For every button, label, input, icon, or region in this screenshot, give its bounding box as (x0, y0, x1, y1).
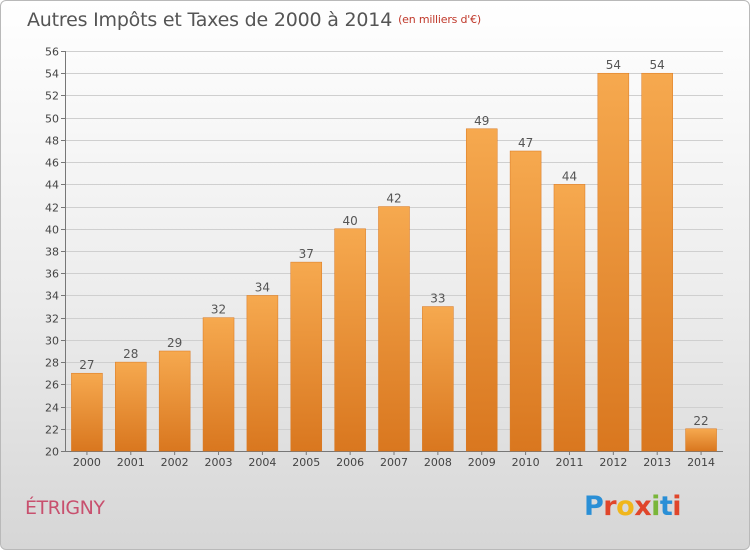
y-tick-label: 48 (45, 135, 59, 148)
data-label: 47 (518, 136, 533, 150)
y-tick-label: 30 (45, 335, 59, 348)
y-tick-label: 42 (45, 202, 59, 215)
data-label: 27 (79, 358, 94, 372)
data-label: 34 (255, 280, 270, 294)
x-tick-label: 2000 (73, 456, 101, 469)
bar (246, 295, 279, 452)
bar (685, 428, 717, 452)
y-tick-label: 20 (45, 446, 59, 459)
bar (158, 350, 191, 452)
chart-subtitle: (en milliers d'€) (398, 13, 481, 26)
x-tick-label: 2005 (292, 456, 320, 469)
data-label: 54 (606, 58, 621, 72)
logo-letter: x (634, 491, 652, 522)
x-tick-label: 2009 (468, 456, 496, 469)
data-label: 49 (474, 114, 489, 128)
data-label: 44 (562, 169, 577, 183)
bar (290, 261, 323, 452)
title-text: Autres Impôts et Taxes de 2000 à 2014 (27, 9, 393, 31)
logo-letter: P (584, 491, 604, 522)
data-label: 29 (167, 336, 182, 350)
bar (378, 206, 410, 452)
proxiti-logo[interactable]: Proxiti (584, 491, 682, 522)
data-label: 32 (211, 303, 226, 317)
logo-letter: r (603, 491, 617, 522)
bar (509, 150, 542, 452)
bar (641, 72, 673, 452)
logo-letter: i (672, 491, 682, 522)
x-tick-label: 2007 (380, 456, 408, 469)
axes: 20 22 24 26 28 30 32 34 36 38 40 42 44 46 48 50 52 54 56 20… (45, 46, 723, 469)
x-tick-label: 2004 (248, 456, 276, 469)
data-label: 40 (342, 214, 357, 228)
x-tick-label: 2013 (643, 456, 671, 469)
bar (597, 72, 630, 452)
bar (115, 361, 147, 452)
y-tick-label: 24 (45, 402, 59, 415)
x-tick-label: 2008 (424, 456, 452, 469)
bar (71, 372, 103, 452)
data-label: 28 (123, 347, 138, 361)
data-labels: 27 28 29 32 34 37 40 42 33 49 47 44 54 54 22 (79, 58, 708, 428)
x-tick-label: 2002 (161, 456, 189, 469)
data-label: 37 (299, 247, 314, 261)
y-tick-label: 46 (45, 157, 59, 170)
data-label: 42 (386, 192, 401, 206)
x-tick-label: 2003 (205, 456, 233, 469)
data-label: 22 (693, 414, 708, 428)
x-tick-label: 2001 (117, 456, 145, 469)
bar (334, 228, 366, 452)
x-tick-label: 2006 (336, 456, 364, 469)
y-tick-label: 28 (45, 357, 59, 370)
logo-letter: t (659, 491, 673, 522)
y-tick-label: 52 (45, 90, 59, 103)
y-tick-label: 32 (45, 313, 59, 326)
bar (553, 184, 586, 452)
x-tick-label: 2014 (687, 456, 715, 469)
y-tick-label: 44 (45, 179, 59, 192)
y-tick-label: 40 (45, 224, 59, 237)
y-tick-label: 54 (45, 68, 59, 81)
logo-letter: i (651, 491, 660, 522)
y-tick-label: 50 (45, 113, 59, 126)
x-tick-label: 2011 (555, 456, 583, 469)
x-tick-label: 2010 (512, 456, 540, 469)
y-tick-label: 22 (45, 424, 59, 437)
logo-letter: o (616, 491, 635, 522)
chart-title: Autres Impôts et Taxes de 2000 à 2014 (en… (27, 9, 481, 31)
data-label: 33 (430, 292, 445, 306)
commune-name: ÉTRIGNY (25, 497, 105, 519)
bar (202, 317, 235, 452)
y-tick-label: 26 (45, 379, 59, 392)
x-tick-label: 2012 (599, 456, 627, 469)
data-label: 54 (650, 58, 665, 72)
y-tick-label: 34 (45, 290, 59, 303)
y-tick-label: 56 (45, 46, 59, 59)
bar (422, 306, 454, 452)
y-tick-label: 38 (45, 246, 59, 259)
bars (71, 72, 717, 452)
y-tick-label: 36 (45, 268, 59, 281)
bar (465, 128, 498, 452)
